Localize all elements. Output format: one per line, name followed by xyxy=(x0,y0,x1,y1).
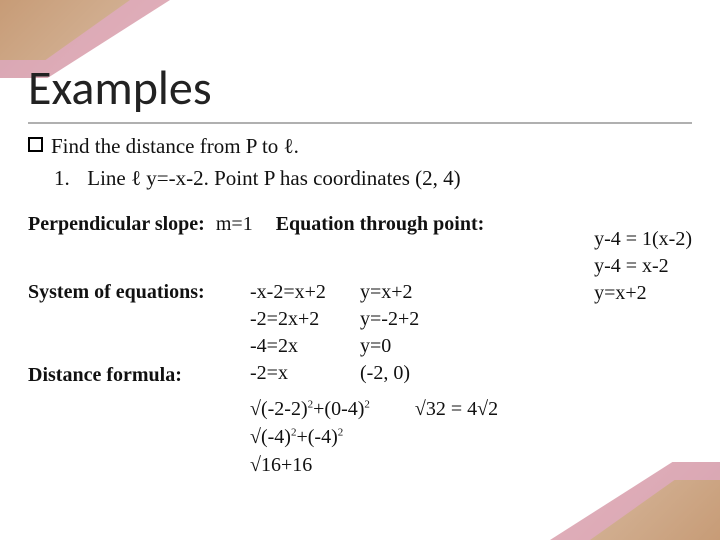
bullet-square-icon xyxy=(28,137,43,152)
equation-through-point: y-4 = 1(x-2) y-4 = x-2 y=x+2 xyxy=(594,226,692,307)
dist-l2b: +(-4) xyxy=(296,426,337,448)
system-row: System of equations: Distance formula: -… xyxy=(28,252,692,389)
eqA-line2: -2=2x+2 xyxy=(250,306,360,333)
numbered-item-1: 1. Line ℓ y=-x-2. Point P has coordinate… xyxy=(54,164,692,192)
eqC-line1: y-4 = 1(x-2) xyxy=(594,226,692,253)
dist-result: √32 = 4√2 xyxy=(415,395,498,423)
dist-line3: √16+16 xyxy=(250,451,692,479)
perp-slope-value: m=1 xyxy=(216,213,253,235)
distance-work: √(-2-2)2+(0-4)2 √32 = 4√2 √(-4)2+(-4)2 √… xyxy=(250,395,692,479)
distance-label: Distance formula: xyxy=(28,362,250,389)
dist-l1a: √(-2-2) xyxy=(250,398,308,420)
eqC-line2: y-4 = x-2 xyxy=(594,253,692,280)
dist-line1: √(-2-2)2+(0-4)2 √32 = 4√2 xyxy=(250,395,692,423)
slide: Examples Find the distance from P to ℓ. … xyxy=(0,0,720,540)
exp-2-2: 2 xyxy=(364,398,370,410)
bullet-row: Find the distance from P to ℓ. xyxy=(28,132,692,160)
dist-l1b: +(0-4) xyxy=(313,398,364,420)
system-col-a: -x-2=x+2 -2=2x+2 -4=2x -2=x xyxy=(250,252,360,387)
eqB-line4: (-2, 0) xyxy=(360,360,460,387)
dist-l2a: √(-4) xyxy=(250,426,291,448)
eqA-line4: -2=x xyxy=(250,360,360,387)
slide-title: Examples xyxy=(28,58,212,117)
equation-through-label: Equation through point: xyxy=(276,213,485,235)
title-underline xyxy=(28,122,692,124)
eqB-line3: y=0 xyxy=(360,333,460,360)
eqB-line1: y=x+2 xyxy=(360,279,460,306)
eqC-line3: y=x+2 xyxy=(594,280,692,307)
system-col-b: y=x+2 y=-2+2 y=0 (-2, 0) xyxy=(360,252,460,387)
dist-line2: √(-4)2+(-4)2 xyxy=(250,423,692,451)
slope-row: Perpendicular slope: m=1 Equation throug… xyxy=(28,211,692,238)
eqA-line1: -x-2=x+2 xyxy=(250,279,360,306)
system-label: System of equations: Distance formula: xyxy=(28,252,250,389)
perp-slope-label: Perpendicular slope: xyxy=(28,213,205,235)
system-label-text: System of equations: xyxy=(28,279,250,306)
eqA-line3: -4=2x xyxy=(250,333,360,360)
item-number: 1. xyxy=(54,164,82,192)
work-grid: y-4 = 1(x-2) y-4 = x-2 y=x+2 System of e… xyxy=(28,252,692,479)
item-text: Line ℓ y=-x-2. Point P has coordinates (… xyxy=(87,166,460,190)
eqB-line2: y=-2+2 xyxy=(360,306,460,333)
slide-body: Find the distance from P to ℓ. 1. Line ℓ… xyxy=(28,132,692,479)
exp-2-4: 2 xyxy=(338,426,344,438)
bullet-text: Find the distance from P to ℓ. xyxy=(51,132,299,160)
